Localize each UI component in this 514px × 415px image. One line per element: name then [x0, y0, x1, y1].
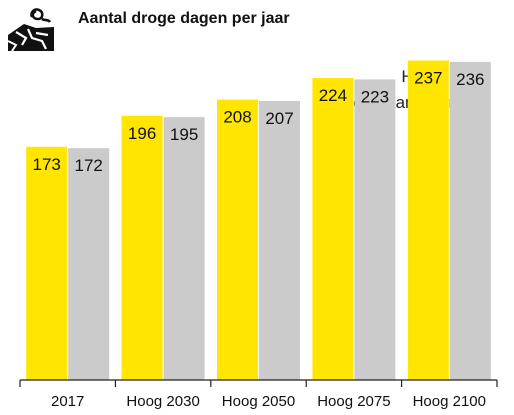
tick-label-hoog-2075: Hoog 2075 — [317, 393, 390, 410]
data-label-heel-vlaanderen-hoog-2030: 195 — [170, 125, 198, 144]
data-label-heel-vlaanderen-2017: 172 — [75, 156, 103, 175]
tick-label-hoog-2030: Hoog 2030 — [126, 393, 199, 410]
chart-title: Aantal droge dagen per jaar — [78, 10, 290, 27]
data-label-hasselt-hoog-2050: 208 — [223, 108, 251, 127]
bar-heel-vlaanderen-hoog-2100 — [449, 61, 491, 380]
data-label-heel-vlaanderen-hoog-2050: 207 — [265, 109, 293, 128]
tick-label-hoog-2100: Hoog 2100 — [413, 393, 486, 410]
bar-heel-vlaanderen-hoog-2030 — [163, 117, 205, 380]
bar-hasselt-hoog-2030 — [121, 115, 163, 381]
data-label-hasselt-2017: 173 — [33, 155, 61, 174]
data-label-hasselt-hoog-2075: 224 — [319, 86, 347, 105]
data-label-hasselt-hoog-2030: 196 — [128, 124, 156, 143]
data-label-heel-vlaanderen-hoog-2100: 236 — [456, 70, 484, 89]
bar-hasselt-hoog-2050 — [217, 99, 258, 380]
x-axis: 2017 Hoog 2030 Hoog 2050 Hoog 2075 Hoog 2100 — [19, 379, 498, 410]
drought-cracked-earth-icon — [7, 8, 54, 52]
bar-hasselt-hoog-2075 — [312, 78, 354, 380]
bar-hasselt-hoog-2100 — [407, 60, 449, 381]
data-label-heel-vlaanderen-hoog-2075: 223 — [361, 87, 389, 106]
bar-hasselt-2017 — [26, 146, 68, 380]
bar-heel-vlaanderen-hoog-2075 — [354, 79, 396, 381]
bar-heel-vlaanderen-hoog-2050 — [259, 100, 300, 381]
tick-label-hoog-2050: Hoog 2050 — [222, 393, 295, 410]
bars-layer: 173 172 196 195 208 207 224 223 237 236 — [26, 60, 491, 381]
data-label-hasselt-hoog-2100: 237 — [414, 69, 442, 88]
bar-heel-vlaanderen-2017 — [68, 148, 110, 380]
tick-label-2017: 2017 — [51, 393, 84, 410]
